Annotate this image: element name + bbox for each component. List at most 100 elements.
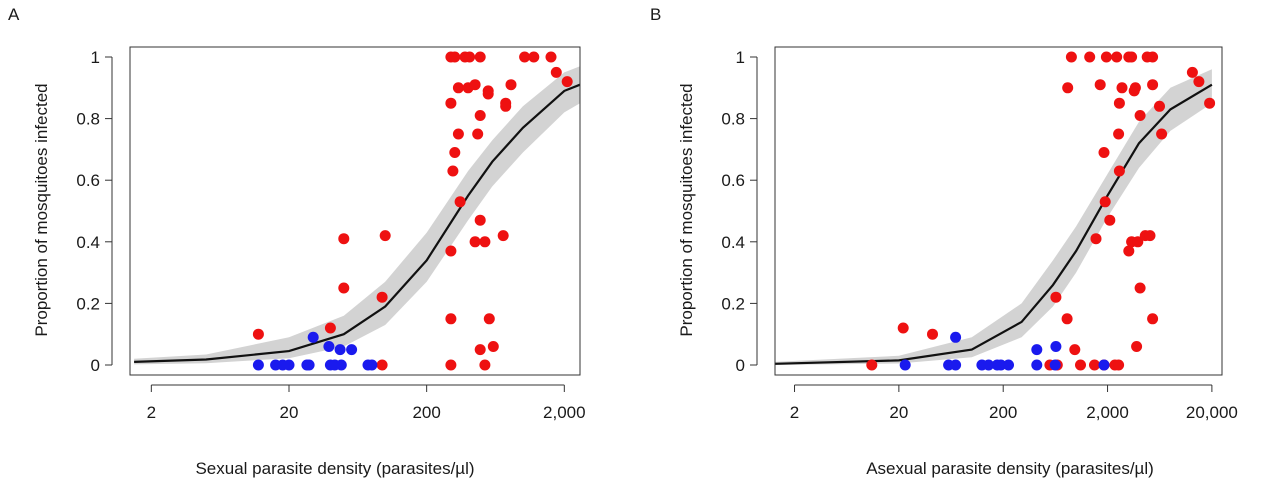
infected-point <box>1098 147 1110 158</box>
plot-frame <box>774 46 1223 376</box>
y-tick-label: 0.6 <box>76 171 100 190</box>
panel-label: A <box>8 5 20 24</box>
infected-point <box>505 79 517 91</box>
fitted-curve <box>774 83 1213 365</box>
infected-point <box>528 51 540 63</box>
infected-point <box>1131 341 1143 352</box>
x-tick-label: 200 <box>412 403 440 422</box>
x-tick-label: 20,000 <box>1186 403 1238 422</box>
uninfected-point <box>1003 359 1014 371</box>
infected-point <box>1113 128 1125 140</box>
infected-point <box>1113 359 1125 371</box>
infected-point <box>1147 51 1159 63</box>
infected-point <box>1147 79 1159 91</box>
confidence-band <box>775 69 1212 366</box>
panel-label: B <box>650 5 661 24</box>
infected-point <box>445 97 457 109</box>
y-tick-label: 1 <box>736 48 745 67</box>
infected-point <box>338 282 350 294</box>
infected-point <box>449 51 461 63</box>
infected-point <box>1111 51 1123 63</box>
infected-point <box>474 51 486 63</box>
infected-point <box>482 88 494 100</box>
y-tick-label: 0.8 <box>76 110 100 129</box>
x-axis-title: Asexual parasite density (parasites/µl) <box>866 459 1154 478</box>
x-tick-label: 20 <box>889 403 908 422</box>
infected-point <box>1094 79 1106 91</box>
infected-point <box>1123 245 1135 257</box>
y-tick-label: 0.4 <box>721 233 745 252</box>
infected-point <box>1113 97 1125 109</box>
infected-point <box>550 66 562 78</box>
y-axis-title: Proportion of mosquitoes infected <box>677 83 696 336</box>
infected-point <box>1113 165 1125 177</box>
x-tick-label: 200 <box>989 403 1017 422</box>
infected-point <box>1099 196 1111 208</box>
x-tick-label: 2 <box>147 403 156 422</box>
infected-point <box>376 291 388 303</box>
uninfected-point <box>1049 359 1061 371</box>
infected-point <box>866 359 878 371</box>
infected-point <box>479 236 491 248</box>
panel-a: A 2 20 200 2,000 0 0.2 0.4 0.6 0.8 1 Sexual paras… <box>8 5 586 478</box>
infected-point <box>927 328 938 340</box>
uninfected-point <box>323 341 335 352</box>
infected-point <box>545 51 557 63</box>
y-tick-label: 0 <box>91 356 100 375</box>
plot-frame <box>129 46 581 376</box>
infected-point <box>1062 82 1074 94</box>
infected-point <box>500 100 512 112</box>
y-tick-label: 0.2 <box>721 294 745 313</box>
infected-point <box>1075 359 1086 371</box>
infected-point <box>449 147 461 158</box>
uninfected-point <box>252 359 264 371</box>
infected-point <box>474 110 486 121</box>
infected-point <box>252 328 264 340</box>
infected-point <box>497 230 509 242</box>
infected-point <box>1132 236 1144 248</box>
infected-point <box>338 233 350 245</box>
infected-point <box>474 214 486 226</box>
y-tick-label: 0.4 <box>76 233 100 252</box>
uninfected-point <box>346 344 358 356</box>
y-tick-label: 1 <box>91 48 100 67</box>
infected-point <box>445 359 457 371</box>
uninfected-point <box>1031 359 1043 371</box>
infected-point <box>445 245 457 257</box>
fitted-curve <box>134 83 581 363</box>
infected-point <box>445 313 457 325</box>
infected-point <box>1084 51 1096 63</box>
infected-point <box>1144 230 1156 242</box>
infected-point <box>469 236 481 248</box>
infected-point <box>1116 82 1128 94</box>
infected-point <box>1147 313 1159 325</box>
uninfected-point <box>1098 359 1110 371</box>
infected-point <box>1156 128 1168 140</box>
x-tick-label: 2,000 <box>543 403 586 422</box>
uninfected-point <box>1050 341 1062 352</box>
infected-point <box>1069 344 1081 356</box>
panel-b: B 2 20 200 2,000 20,000 0 0.2 0.4 0.6 0.8 1 Asexua… <box>650 5 1238 478</box>
infected-point <box>1134 110 1146 121</box>
infected-point <box>1186 66 1198 78</box>
infected-point <box>483 313 495 325</box>
uninfected-point <box>1031 344 1043 356</box>
y-tick-label: 0 <box>736 356 745 375</box>
y-tick-label: 0.2 <box>76 294 100 313</box>
infected-point <box>1089 359 1100 371</box>
uninfected-point <box>366 359 378 371</box>
infected-point <box>1090 233 1102 245</box>
infected-point <box>1126 51 1138 63</box>
uninfected-point <box>983 359 995 371</box>
uninfected-point <box>995 359 1007 371</box>
infected-point <box>1193 76 1205 88</box>
uninfected-point <box>899 359 911 371</box>
infected-point <box>487 341 499 352</box>
infected-point <box>472 128 484 140</box>
x-axis-title: Sexual parasite density (parasites/µl) <box>195 459 474 478</box>
uninfected-point <box>303 359 315 371</box>
infected-point <box>379 230 391 242</box>
confidence-band <box>134 66 580 365</box>
infected-point <box>452 82 464 94</box>
